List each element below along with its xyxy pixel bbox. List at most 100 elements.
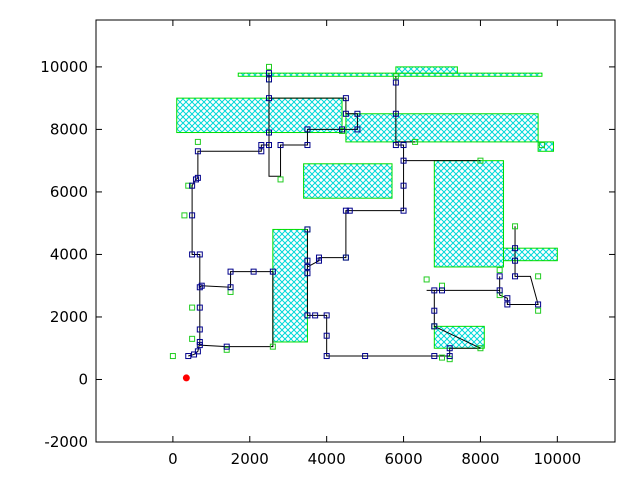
start-point	[182, 374, 190, 382]
primary-node-2	[194, 348, 201, 355]
primary-node-56	[535, 301, 542, 308]
secondary-node-27	[512, 223, 519, 230]
primary-node-14	[196, 251, 203, 258]
primary-node-61	[315, 254, 322, 261]
primary-node-33	[266, 76, 272, 83]
obstacle-rect-8	[272, 228, 308, 343]
primary-node-32	[277, 142, 284, 149]
primary-node-12	[223, 343, 230, 350]
paths-layer	[188, 73, 539, 357]
y-tick-label-2: 2000	[50, 308, 88, 326]
obstacle-rect-1	[395, 66, 458, 74]
secondary-node-28	[538, 142, 545, 149]
secondary-node-20	[446, 356, 453, 363]
primary-node-5	[196, 304, 203, 311]
primary-node-17	[189, 182, 196, 189]
primary-node-42	[323, 332, 330, 339]
primary-node-0	[185, 353, 192, 360]
y-tick-label-1: 0	[78, 370, 88, 388]
secondary-node-5	[189, 335, 196, 342]
primary-node-48	[431, 323, 438, 330]
secondary-node-9	[266, 63, 272, 70]
secondary-node-0	[169, 353, 176, 360]
primary-node-51	[439, 287, 445, 294]
primary-node-20	[194, 148, 201, 155]
primary-node-57	[512, 273, 519, 280]
secondary-node-16	[477, 157, 484, 164]
primary-node-63	[346, 207, 353, 214]
secondary-node-21	[477, 345, 484, 352]
primary-node-66	[400, 157, 407, 164]
primary-node-41	[323, 312, 330, 319]
primary-node-26	[342, 95, 349, 102]
primary-node-60	[315, 257, 322, 264]
primary-node-29	[339, 126, 346, 133]
primary-node-46	[446, 353, 453, 360]
primary-node-8	[227, 284, 234, 291]
primary-node-7	[198, 282, 205, 289]
secondary-node-25	[535, 273, 542, 280]
secondary-node-19	[439, 354, 445, 361]
primary-node-39	[304, 312, 311, 319]
obstacle-rect-5	[303, 163, 393, 199]
primary-node-71	[354, 110, 361, 117]
primary-node-62	[342, 254, 349, 261]
primary-node-35	[304, 226, 311, 233]
y-tick-label-0: -2000	[44, 433, 88, 451]
primary-node-11	[269, 268, 276, 275]
obstacle-rect-4	[537, 141, 554, 152]
primary-node-6	[196, 284, 203, 291]
primary-node-55	[504, 301, 511, 308]
y-tick-label-4: 6000	[50, 183, 88, 201]
primary-node-69	[392, 110, 399, 117]
primary-node-64	[400, 207, 407, 214]
ticks-layer: 0 2000 4000 6000 8000 10000 -2000 0 2000 4000 6000…	[40, 20, 615, 468]
obstacle-rect-0	[237, 72, 543, 77]
primary-node-43	[323, 353, 330, 360]
secondary-node-10	[277, 176, 284, 183]
primary-node-40	[312, 312, 319, 319]
secondary-node-6	[223, 346, 230, 353]
secondary-node-23	[496, 267, 503, 274]
primary-node-31	[304, 142, 311, 149]
primary-node-21	[258, 148, 265, 155]
primary-node-54	[504, 295, 511, 302]
path-line-main	[188, 73, 358, 357]
primary-node-28	[354, 126, 361, 133]
nodes-layer	[169, 63, 545, 382]
secondary-node-17	[423, 276, 430, 283]
primary-node-53	[496, 273, 503, 280]
secondary-node-1	[181, 212, 188, 219]
x-tick-label-3: 6000	[384, 450, 422, 468]
primary-node-58	[512, 257, 519, 264]
primary-node-50	[431, 287, 438, 294]
primary-node-22	[258, 142, 265, 149]
primary-node-36	[304, 257, 311, 264]
primary-node-27	[342, 110, 349, 117]
x-tick-label-0: 0	[168, 450, 178, 468]
y-tick-label-3: 4000	[50, 245, 88, 263]
secondary-node-26	[535, 307, 542, 314]
primary-node-24	[266, 129, 272, 136]
primary-node-47	[446, 345, 453, 352]
primary-node-19	[194, 174, 201, 181]
secondary-node-4	[189, 304, 196, 311]
primary-node-13	[196, 342, 203, 349]
primary-node-23	[266, 142, 272, 149]
primary-node-52	[496, 287, 503, 294]
primary-node-15	[189, 251, 196, 258]
primary-node-10	[250, 268, 257, 275]
secondary-node-3	[194, 138, 201, 145]
primary-node-44	[362, 353, 369, 360]
x-tick-label-2: 4000	[308, 450, 346, 468]
primary-node-59	[512, 245, 519, 252]
primary-node-67	[400, 142, 407, 149]
obstacle-rect-7	[503, 247, 558, 262]
x-tick-label-1: 2000	[231, 450, 269, 468]
primary-node-4	[196, 326, 203, 333]
primary-node-72	[342, 207, 349, 214]
y-tick-label-6: 10000	[40, 58, 88, 76]
primary-node-9	[227, 268, 234, 275]
secondary-node-2	[185, 182, 192, 189]
